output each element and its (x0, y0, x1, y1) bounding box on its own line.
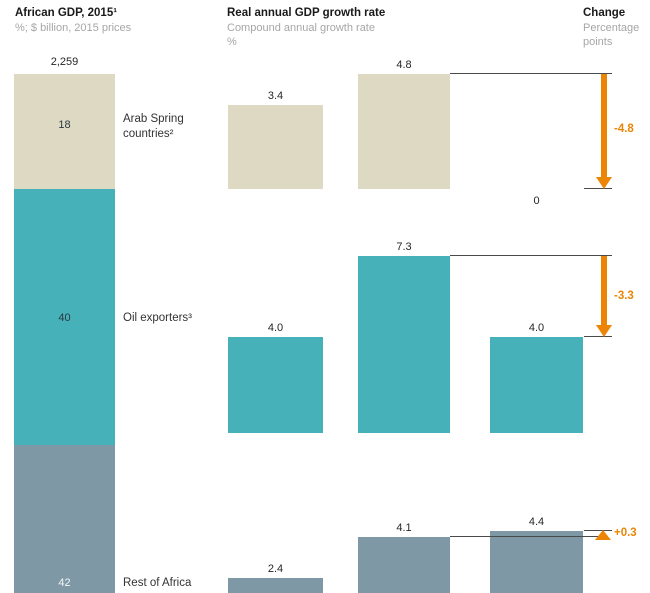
value-label-rest-bar2: 4.1 (396, 522, 412, 534)
group-label-oil-exporters: Oil exporters³ (123, 312, 193, 324)
change-value-arab: -4.8 (614, 123, 634, 135)
segment-label-oil-exporters: 40 (58, 312, 71, 324)
bar-oil-period3 (490, 337, 583, 433)
bar-arab-period2 (358, 74, 450, 189)
segment-arab-spring (14, 74, 115, 189)
group-label-rest-of-africa: Rest of Africa (123, 577, 192, 589)
segment-label-rest-of-africa: 42 (58, 577, 71, 589)
bar-oil-period1 (228, 337, 323, 433)
change-arrow-up-rest (595, 530, 611, 540)
bar-rest-period3 (490, 531, 583, 593)
value-label-oil-bar3: 4.0 (528, 322, 545, 334)
bar-rest-period1 (228, 578, 323, 593)
change-arrow-down-arab (601, 74, 607, 179)
value-label-oil-bar2: 7.3 (396, 241, 412, 253)
value-label-oil-bar1: 4.0 (267, 322, 284, 334)
bar-rest-period2 (358, 537, 450, 593)
value-label-rest-bar3: 4.4 (528, 516, 545, 528)
change-value-rest: +0.3 (614, 527, 637, 539)
panel2-unit: % (227, 36, 237, 48)
segment-rest-of-africa (14, 445, 115, 593)
value-label-arab-bar2: 4.8 (396, 59, 412, 71)
bar-oil-period2 (358, 256, 450, 433)
segment-oil-exporters (14, 189, 115, 445)
panel1-title: African GDP, 2015¹ (15, 7, 118, 19)
connector-line-arab-top (450, 73, 612, 74)
value-label-rest-bar1: 2.4 (267, 563, 284, 575)
connector-line-oil-top (450, 255, 612, 256)
panel2-title: Real annual GDP growth rate (227, 7, 386, 19)
panel1-subtitle: %; $ billion, 2015 prices (15, 22, 132, 34)
bar-arab-period1 (228, 105, 323, 189)
panel3-subtitle: Percentage points (583, 22, 640, 48)
panel2-subtitle: Compound annual growth rate (227, 22, 375, 34)
panel3-title: Change (583, 7, 626, 19)
change-arrowhead-arab (596, 177, 612, 189)
change-value-oil: -3.3 (614, 290, 634, 302)
value-label-arab-bar3-zero: 0 (533, 195, 540, 207)
group-label-arab-spring: Arab Spring countries² (123, 113, 184, 140)
connector-line-rest-lower (450, 536, 608, 537)
change-arrowhead-oil (596, 325, 612, 337)
change-arrow-down-oil (601, 256, 607, 327)
segment-label-arab-spring: 18 (58, 119, 71, 131)
stacked-bar-total: 2,259 (50, 56, 79, 68)
value-label-arab-bar1: 3.4 (267, 90, 284, 102)
